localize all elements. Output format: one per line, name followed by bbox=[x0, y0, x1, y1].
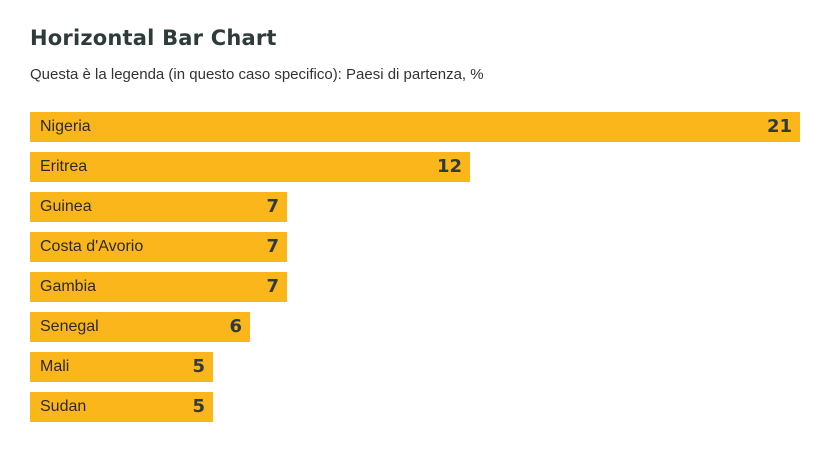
bar bbox=[30, 232, 287, 262]
bar bbox=[30, 272, 287, 302]
chart-subtitle: Questa è la legenda (in questo caso spec… bbox=[30, 66, 484, 83]
bar-value-label: 7 bbox=[266, 276, 279, 297]
bar-row: Costa d'Avorio 7 bbox=[30, 232, 800, 262]
bar-row: Nigeria 21 bbox=[30, 112, 800, 142]
bar-value-label: 7 bbox=[266, 196, 279, 217]
bar-row: Guinea 7 bbox=[30, 192, 800, 222]
bar-row: Mali 5 bbox=[30, 352, 800, 382]
bar-value-label: 7 bbox=[266, 236, 279, 257]
bar bbox=[30, 352, 213, 382]
bar-value-label: 21 bbox=[766, 116, 792, 137]
bar-value-label: 5 bbox=[192, 356, 205, 377]
bar-label: Gambia bbox=[40, 278, 97, 295]
bar-label: Guinea bbox=[40, 198, 92, 215]
bar bbox=[30, 312, 250, 342]
bar-row: Sudan 5 bbox=[30, 392, 800, 422]
chart-title: Horizontal Bar Chart bbox=[30, 26, 277, 50]
bar-value-label: 6 bbox=[229, 316, 242, 337]
bar-value-label: 12 bbox=[436, 156, 462, 177]
bar-chart-area: Nigeria 21 Eritrea 12 Guinea 7 Costa d'Avorio 7… bbox=[30, 112, 800, 432]
bar-label: Nigeria bbox=[40, 118, 91, 135]
bar-label: Mali bbox=[40, 358, 70, 375]
bar bbox=[30, 192, 287, 222]
bar-row: Senegal 6 bbox=[30, 312, 800, 342]
bar-label: Senegal bbox=[40, 318, 99, 335]
bar bbox=[30, 152, 470, 182]
bar-row: Eritrea 12 bbox=[30, 152, 800, 182]
bar-value-label: 5 bbox=[192, 396, 205, 417]
bar-label: Costa d'Avorio bbox=[40, 238, 144, 255]
bar bbox=[30, 392, 213, 422]
bar-label: Eritrea bbox=[40, 158, 88, 175]
bar bbox=[30, 112, 800, 142]
bar-label: Sudan bbox=[40, 398, 87, 415]
bar-row: Gambia 7 bbox=[30, 272, 800, 302]
